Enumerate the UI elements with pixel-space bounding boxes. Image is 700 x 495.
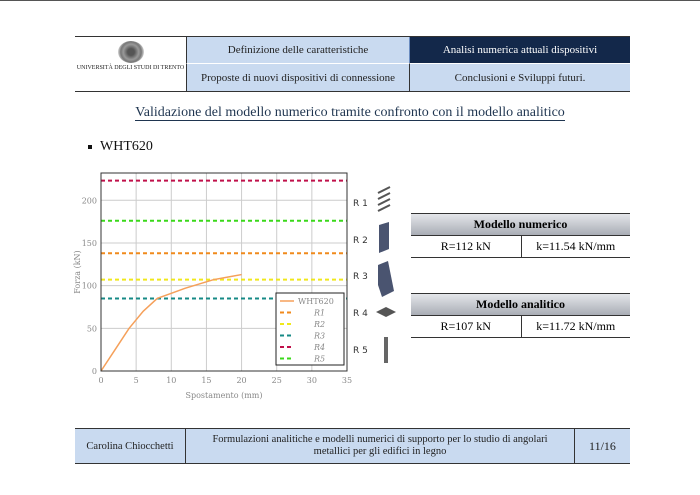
x-tick-label: 35 <box>342 376 352 385</box>
slide-title: Validazione del modello numerico tramite… <box>0 105 700 121</box>
bullet-text: WHT620 <box>100 139 153 154</box>
header-nav: UNIVERSITÀ DEGLI STUDI DI TRENTO Definiz… <box>75 36 630 92</box>
analytic-model-table: Modello analitico R=107 kN k=11.72 kN/mm <box>411 293 630 338</box>
x-tick-label: 15 <box>201 376 211 385</box>
x-tick-label: 30 <box>307 376 317 385</box>
component-icons <box>376 186 396 363</box>
component-label-r1: R 1 <box>353 199 368 209</box>
y-axis-label: Forza (kN) <box>73 250 82 293</box>
force-displacement-chart: 0 5 10 15 20 25 30 35 0 50 100 150 200 Spostamento (m… <box>73 172 352 400</box>
component-label-r4: R 4 <box>353 309 368 319</box>
analytic-model-title: Modello analitico <box>411 293 630 316</box>
legend-label: R5 <box>313 355 325 364</box>
x-tick-label: 20 <box>236 376 246 385</box>
university-logo: UNIVERSITÀ DEGLI STUDI DI TRENTO <box>75 37 186 91</box>
y-tick-label: 50 <box>87 324 97 333</box>
y-tick-label: 150 <box>82 239 97 248</box>
numeric-r: R=112 kN <box>411 236 522 257</box>
washer-icon <box>376 307 396 317</box>
numeric-model-title: Modello numerico <box>411 213 630 236</box>
angle-bracket-icon <box>378 261 394 297</box>
x-tick-label: 0 <box>98 376 103 385</box>
legend-label: WHT620 <box>298 297 334 306</box>
analytic-r: R=107 kN <box>411 316 522 337</box>
plot-frame <box>100 172 348 372</box>
footer-page-number: 11/16 <box>575 429 630 463</box>
legend-box <box>275 292 345 366</box>
footer-thesis-title: Formulazioni analitiche e modelli numeri… <box>186 429 575 463</box>
slide-title-text: Validazione del modello numerico tramite… <box>135 105 565 121</box>
component-label-r2: R 2 <box>353 236 368 246</box>
y-tick-label: 200 <box>82 196 97 205</box>
analytic-k: k=11.72 kN/mm <box>536 319 616 333</box>
nav-definizione[interactable]: Definizione delle caratteristiche <box>186 37 409 63</box>
university-name: UNIVERSITÀ DEGLI STUDI DI TRENTO <box>76 65 185 71</box>
plate-icon <box>379 222 389 253</box>
nav-analisi-numerica[interactable]: Analisi numerica attuali dispositivi <box>409 37 630 63</box>
legend-label: R3 <box>313 332 325 341</box>
top-border <box>0 0 700 1</box>
y-tick-label: 0 <box>92 367 97 376</box>
legend-label: R2 <box>313 320 325 329</box>
legend-label: R1 <box>313 309 325 318</box>
university-seal-icon <box>117 41 144 63</box>
numeric-k: k=11.54 kN/mm <box>536 239 616 253</box>
component-label-r5: R 5 <box>353 346 368 356</box>
x-tick-label: 10 <box>166 376 176 385</box>
bullet-icon <box>88 144 92 149</box>
x-tick-label: 5 <box>134 376 139 385</box>
footer-author: Carolina Chiocchetti <box>75 429 186 463</box>
nav-conclusioni[interactable]: Conclusioni e Sviluppi futuri. <box>409 63 630 91</box>
footer: Carolina Chiocchetti Formulazioni analit… <box>75 428 630 464</box>
bullet-item: WHT620 <box>88 139 153 155</box>
y-tick-label: 100 <box>82 282 97 291</box>
series-line <box>100 273 242 372</box>
x-axis-label: Spostamento (mm) <box>186 391 263 400</box>
x-tick-label: 25 <box>272 376 282 385</box>
component-label-r3: R 3 <box>353 272 368 282</box>
screws-icon <box>377 186 391 212</box>
nav-proposte[interactable]: Proposte di nuovi dispositivi di conness… <box>186 63 409 91</box>
anchor-bolt-icon <box>384 337 388 363</box>
numeric-model-table: Modello numerico R=112 kN k=11.54 kN/mm <box>411 213 630 258</box>
legend-label: R4 <box>313 343 325 352</box>
